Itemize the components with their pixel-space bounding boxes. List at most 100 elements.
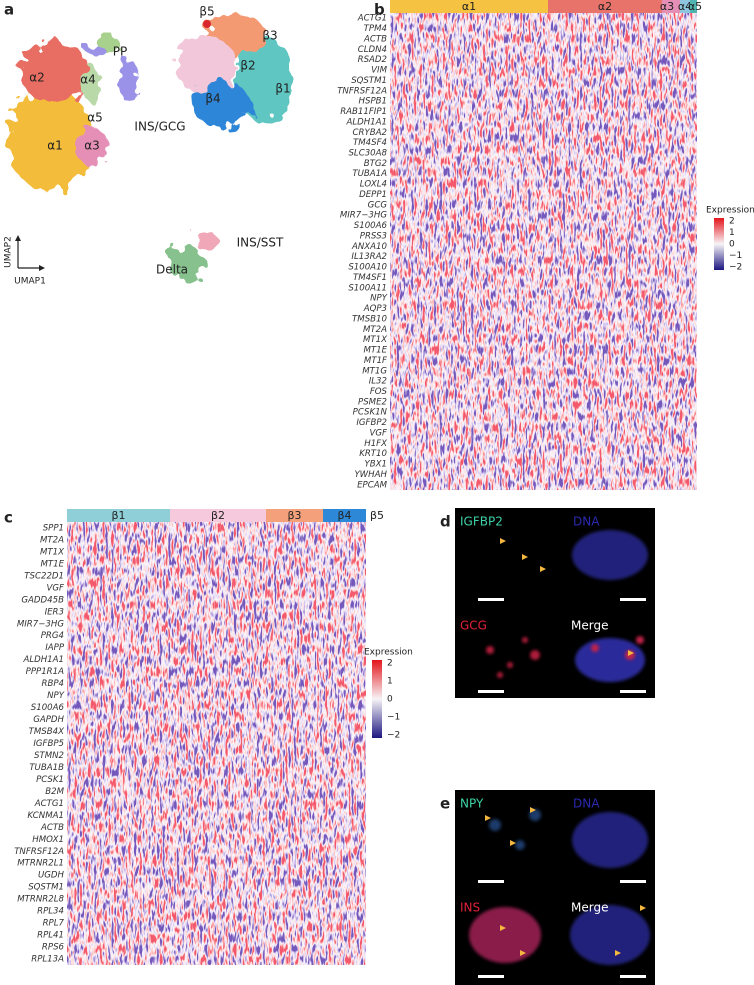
gene-label: RPS6 xyxy=(42,943,65,953)
gene-label: KCNMA1 xyxy=(27,811,64,821)
gene-label: GCG xyxy=(368,200,388,210)
legend-tick: −2 xyxy=(387,731,400,741)
axis-label: UMAP2 xyxy=(4,236,14,268)
gene-label: H1FX xyxy=(364,439,388,449)
gene-label: IL13RA2 xyxy=(351,252,387,262)
gene-label: B2M xyxy=(45,787,64,797)
image-label: NPY xyxy=(460,797,484,811)
legend-tick: 0 xyxy=(729,240,735,250)
gene-label: RBP4 xyxy=(41,679,64,689)
legend-title: Expression xyxy=(364,648,413,658)
gene-label: TMSB10 xyxy=(352,314,387,324)
gene-label: SPP1 xyxy=(43,523,64,533)
gene-label: UGDH xyxy=(38,871,65,881)
gene-label: IAPP xyxy=(45,643,65,653)
legend-tick: 2 xyxy=(387,659,393,669)
gene-label: RPL13A xyxy=(31,955,64,965)
gene-label: TM4SF1 xyxy=(353,273,387,283)
gene-label: GAPDH xyxy=(33,715,64,725)
gene-label: PCSK1 xyxy=(36,775,64,785)
gene-label: RPL34 xyxy=(37,907,64,917)
gene-label: MT1G xyxy=(362,366,387,376)
gene-label: HSPB1 xyxy=(359,97,387,107)
gene-label: AQP3 xyxy=(363,304,387,314)
gene-label: PRG4 xyxy=(41,631,64,641)
cluster-label: INS/GCG xyxy=(134,120,185,134)
group-label: α4 xyxy=(678,0,692,13)
gene-label: IGFBP2 xyxy=(356,418,387,428)
gene-label: TUBA1A xyxy=(352,169,387,179)
gene-label: MT1X xyxy=(40,547,65,557)
gene-label: ALDH1A1 xyxy=(22,655,64,665)
gene-label: NPY xyxy=(370,294,388,304)
gene-label: TUBA1B xyxy=(29,763,64,773)
gene-label: MT1E xyxy=(40,559,64,569)
image-label: INS xyxy=(460,901,480,915)
image-label: DNA xyxy=(573,797,600,811)
cluster-label: INS/SST xyxy=(237,236,284,250)
gene-label: BTG2 xyxy=(364,159,387,169)
gene-label: ACTG1 xyxy=(357,14,387,24)
gene-label: S100A6 xyxy=(31,703,65,713)
gene-label: KRT10 xyxy=(359,449,387,459)
axis-label: UMAP1 xyxy=(14,277,46,287)
gene-label: MTRNR2L1 xyxy=(17,859,64,869)
panel-letter: b xyxy=(374,1,385,19)
gene-label: TNFRSF12A xyxy=(14,847,64,857)
group-label: α1 xyxy=(462,0,476,13)
group-label: α2 xyxy=(598,0,612,13)
gene-label: EPCAM xyxy=(357,480,387,490)
colorbar xyxy=(714,218,724,270)
gene-label: SLC30A8 xyxy=(348,148,387,158)
cluster-label: β3 xyxy=(262,29,277,43)
gene-label: RPL41 xyxy=(37,931,64,941)
group-label: β4 xyxy=(337,509,351,522)
gene-label: GADD45B xyxy=(21,595,64,605)
gene-label: NPY xyxy=(47,691,65,701)
panel-letter: e xyxy=(440,795,450,813)
image-label: Merge xyxy=(571,901,608,915)
group-bar xyxy=(548,0,662,13)
gene-label: DEPP1 xyxy=(359,190,387,200)
heatmap xyxy=(390,13,697,490)
image-label: Merge xyxy=(571,619,608,633)
group-label: β5 xyxy=(370,509,384,522)
legend-tick: −1 xyxy=(387,713,400,723)
gene-label: IL32 xyxy=(369,377,387,387)
colorbar xyxy=(372,660,382,738)
gene-label: ALDH1A1 xyxy=(345,117,387,127)
legend-tick: 0 xyxy=(387,695,393,705)
group-bar xyxy=(680,0,690,13)
gene-label: S100A11 xyxy=(348,283,387,293)
gene-label: PPP1R1A xyxy=(26,667,64,677)
cluster-label: α5 xyxy=(87,111,103,125)
group-bar xyxy=(323,509,366,522)
gene-label: ACTB xyxy=(363,34,387,44)
gene-label: FOS xyxy=(370,387,388,397)
gene-label: RPL7 xyxy=(43,919,65,929)
gene-label: PSME2 xyxy=(358,397,387,407)
group-label: β2 xyxy=(211,509,225,522)
gene-label: IGFBP5 xyxy=(33,739,64,749)
gene-label: LOXL4 xyxy=(360,180,387,190)
gene-label: YBX1 xyxy=(365,460,388,470)
group-bar xyxy=(690,0,697,13)
gene-label: MT1X xyxy=(363,335,388,345)
legend-tick: 1 xyxy=(387,677,393,687)
group-bar xyxy=(662,0,680,13)
gene-label: MIR7−3HG xyxy=(17,619,65,629)
gene-label: TNFRSF12A xyxy=(337,86,387,96)
gene-label: MT2A xyxy=(363,325,387,335)
panel-letter: c xyxy=(4,509,13,527)
legend-title: Expression xyxy=(706,206,754,216)
gene-label: CLDN4 xyxy=(358,45,387,55)
gene-label: HMOX1 xyxy=(32,835,64,845)
gene-label: MT1F xyxy=(364,356,388,366)
gene-label: RAB11FIP1 xyxy=(340,107,387,117)
cluster-label: β5 xyxy=(199,5,214,19)
gene-label: TM4SF4 xyxy=(353,138,387,148)
cluster-label: PP xyxy=(113,45,127,59)
gene-label: S100A10 xyxy=(348,263,387,273)
gene-label: MT2A xyxy=(40,535,64,545)
